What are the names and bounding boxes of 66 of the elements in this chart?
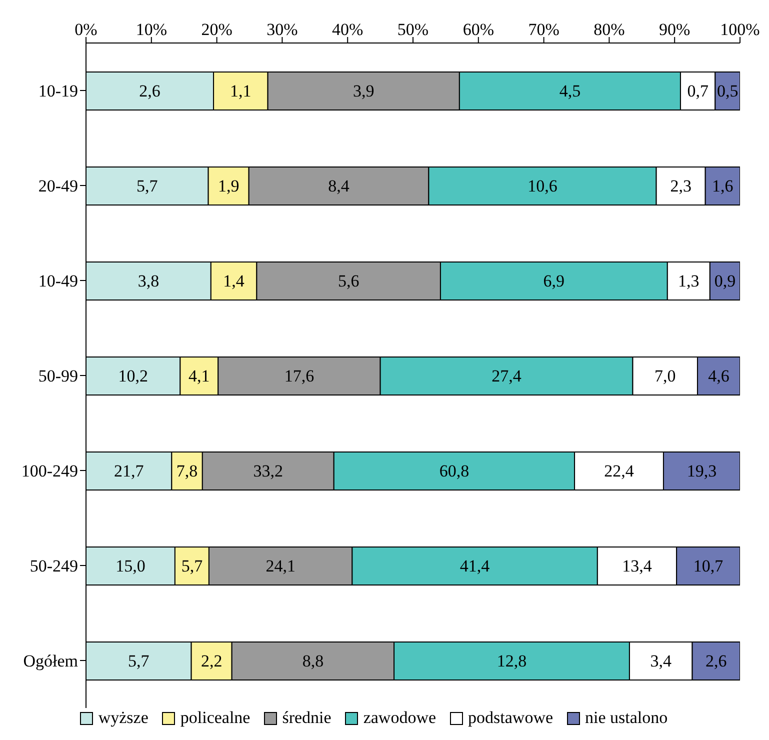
y-tick-label: 50-249 xyxy=(30,556,78,576)
annotation: 5,6 xyxy=(338,272,360,290)
annotation: 3,8 xyxy=(138,272,160,290)
x-tick-label: 40% xyxy=(332,20,364,39)
annotation: 1,9 xyxy=(218,176,240,196)
annotation: 1,6 xyxy=(712,176,734,196)
legend-label: wyższe xyxy=(98,708,148,728)
annotation: 0,9 xyxy=(714,272,736,290)
legend-label: podstawowe xyxy=(468,708,554,728)
annotation: 27,4 xyxy=(492,366,522,386)
annotation: 22,4 xyxy=(604,462,634,480)
annotation: 33,2 xyxy=(253,462,284,480)
legend-label: zawodowe xyxy=(363,708,436,728)
y-tick-label: 10-19 xyxy=(38,82,78,101)
annotation: 13,4 xyxy=(622,556,652,576)
annotation: 2,2 xyxy=(200,652,222,670)
annotation: 5,7 xyxy=(136,176,158,196)
annotation: 19,3 xyxy=(686,462,717,480)
annotation: 8,8 xyxy=(302,652,324,670)
annotation: 2,6 xyxy=(139,82,160,100)
x-tick-label: 70% xyxy=(528,20,560,39)
annotation: 41,4 xyxy=(460,556,490,576)
annotation: 4,1 xyxy=(188,366,210,386)
annotation: 7,8 xyxy=(176,462,198,480)
annotation: 10,2 xyxy=(118,366,148,386)
annotation: 10,6 xyxy=(528,176,558,196)
annotation: 0,5 xyxy=(716,82,738,100)
annotation: 1,4 xyxy=(223,272,245,290)
annotation: 21,7 xyxy=(114,462,144,480)
x-tick-label: 30% xyxy=(266,20,298,39)
annotation: 3,4 xyxy=(650,652,672,670)
annotation: 24,1 xyxy=(266,556,296,576)
annotation: 3,9 xyxy=(353,82,374,100)
annotation: 0,7 xyxy=(687,82,709,100)
legend-label: nie ustalono xyxy=(585,708,668,728)
annotation: 1,1 xyxy=(230,82,252,100)
legend-label: średnie xyxy=(282,708,332,728)
y-tick-label: Ogółem xyxy=(23,652,78,671)
y-tick-label: 10-49 xyxy=(38,272,78,291)
x-tick-label: 50% xyxy=(397,20,429,39)
x-tick-label: 10% xyxy=(136,20,167,39)
annotation: 4,5 xyxy=(559,82,581,100)
annotation: 60,8 xyxy=(439,462,470,480)
annotation: 12,8 xyxy=(496,652,527,670)
legend-label: policealne xyxy=(180,708,250,728)
y-tick-label: 100-249 xyxy=(21,462,78,481)
x-tick-label: 80% xyxy=(594,20,625,39)
x-tick-label: 0% xyxy=(74,20,98,39)
x-tick-label: 100% xyxy=(720,20,760,39)
annotation: 4,6 xyxy=(708,366,730,386)
y-tick-label: 50-99 xyxy=(38,366,78,386)
annotation: 7,0 xyxy=(654,366,676,386)
annotation: 2,3 xyxy=(670,176,692,196)
annotation: 2,6 xyxy=(706,652,727,670)
x-tick-label: 60% xyxy=(462,20,494,39)
x-tick-label: 90% xyxy=(659,20,690,39)
annotation: 5,7 xyxy=(128,652,150,670)
x-tick-label: 20% xyxy=(201,20,232,39)
annotation: 17,6 xyxy=(284,366,314,386)
annotation: 1,3 xyxy=(678,272,700,290)
annotation: 15,0 xyxy=(116,556,146,576)
annotation: 5,7 xyxy=(181,556,204,576)
y-tick-label: 20-49 xyxy=(38,176,78,196)
annotation: 6,9 xyxy=(543,272,565,290)
annotation: 8,4 xyxy=(328,176,350,196)
annotation: 10,7 xyxy=(693,556,724,576)
